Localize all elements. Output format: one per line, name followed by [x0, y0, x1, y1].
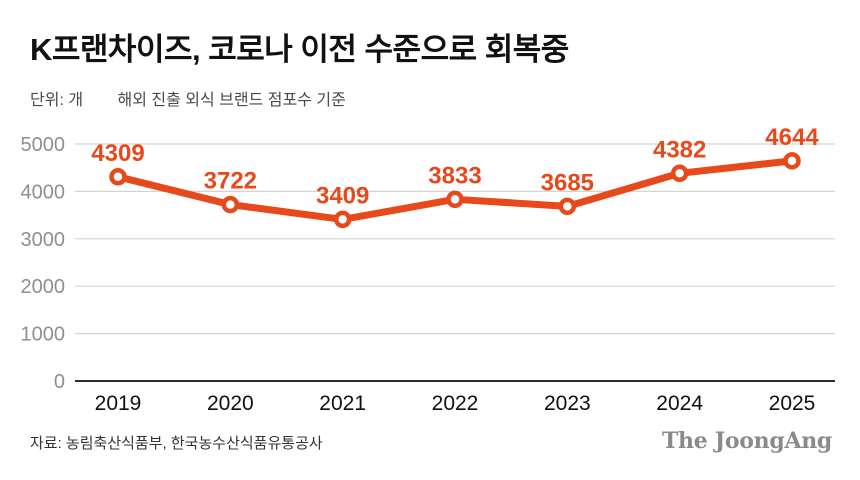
data-label: 3833 — [428, 162, 481, 189]
x-tick-label: 2023 — [544, 392, 591, 415]
y-tick-label: 1000 — [21, 324, 66, 346]
x-tick-label: 2024 — [656, 392, 703, 415]
data-point — [446, 190, 464, 209]
data-label: 3722 — [204, 168, 257, 195]
y-tick-label: 4000 — [21, 181, 66, 203]
data-point — [333, 210, 352, 229]
data-label: 4382 — [653, 136, 706, 163]
data-point — [221, 195, 240, 214]
data-point — [783, 152, 801, 170]
data-point — [109, 168, 127, 186]
chart-title: K프랜차이즈, 코로나 이전 수준으로 회복중 — [30, 32, 569, 67]
x-tick-label: 2022 — [432, 392, 479, 415]
y-tick-label: 3000 — [21, 229, 66, 251]
data-label: 3685 — [541, 169, 594, 196]
line-chart: 0 1000 2000 3000 4000 5000 2019 2020 2021 2022 202… — [21, 124, 835, 415]
data-point — [670, 164, 689, 183]
data-label: 4644 — [765, 124, 819, 151]
data-point — [558, 197, 577, 216]
basis-label: 해외 진출 외식 브랜드 점포수 기준 — [117, 92, 346, 109]
data-label: 4309 — [91, 140, 144, 167]
x-tick-label: 2019 — [95, 392, 142, 415]
data-label: 3409 — [316, 182, 369, 209]
source-note: 자료: 농림축산식품부, 한국농수산식품유통공사 — [30, 435, 323, 452]
joongang-logo: The JoongAng — [661, 428, 832, 454]
unit-label: 단위: 개 — [30, 92, 84, 109]
y-tick-label: 0 — [54, 371, 65, 393]
chart-subtitle: 단위: 개 해외 진출 외식 브랜드 점포수 기준 — [30, 86, 346, 110]
x-tick-label: 2021 — [319, 392, 366, 415]
x-tick-label: 2025 — [769, 392, 816, 415]
y-tick-label: 2000 — [21, 276, 66, 298]
x-tick-label: 2020 — [207, 392, 254, 415]
y-tick-label: 5000 — [21, 134, 66, 156]
